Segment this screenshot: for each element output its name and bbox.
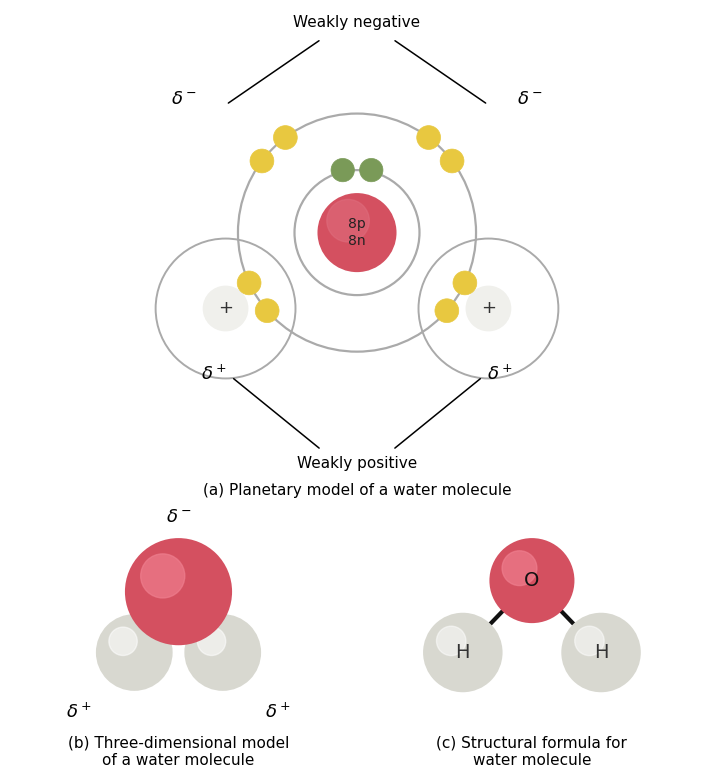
Circle shape [502,551,537,585]
Circle shape [360,158,383,182]
Text: (c) Structural formula for
water molecule: (c) Structural formula for water molecul… [436,736,628,768]
Circle shape [141,554,185,598]
Text: (a) Planetary model of a water molecule: (a) Planetary model of a water molecule [203,482,511,498]
Text: O: O [524,571,540,590]
Text: $\delta^-$: $\delta^-$ [517,90,543,108]
Circle shape [331,158,354,182]
Text: 8p
8n: 8p 8n [348,217,366,248]
Text: (b) Three-dimensional model
of a water molecule: (b) Three-dimensional model of a water m… [68,736,289,768]
Circle shape [327,200,369,242]
Text: +: + [218,300,233,317]
Circle shape [424,614,501,691]
Text: Weakly negative: Weakly negative [293,15,421,30]
Circle shape [250,149,274,173]
Circle shape [575,626,604,656]
Text: $\delta^+$: $\delta^+$ [66,702,92,722]
Circle shape [109,627,137,655]
Circle shape [237,271,261,295]
Text: H: H [594,643,608,662]
Circle shape [126,539,231,644]
Circle shape [256,299,279,323]
Circle shape [318,194,396,271]
Circle shape [417,126,441,150]
Circle shape [440,149,464,173]
Circle shape [203,286,248,331]
Text: $\delta^+$: $\delta^+$ [265,702,291,722]
Circle shape [436,626,466,656]
Text: $\delta^-$: $\delta^-$ [166,508,191,526]
Circle shape [197,627,226,655]
Text: Weakly positive: Weakly positive [297,456,417,471]
Text: $\delta^+$: $\delta^+$ [201,364,226,384]
Circle shape [491,539,573,622]
Circle shape [466,286,511,331]
Text: $\delta^+$: $\delta^+$ [488,364,513,384]
Circle shape [563,614,640,691]
Circle shape [435,299,458,323]
Text: +: + [481,300,496,317]
Circle shape [453,271,477,295]
Circle shape [97,615,171,690]
Circle shape [273,126,297,150]
Circle shape [186,615,260,690]
Text: H: H [456,643,470,662]
Text: $\delta^-$: $\delta^-$ [171,90,197,108]
